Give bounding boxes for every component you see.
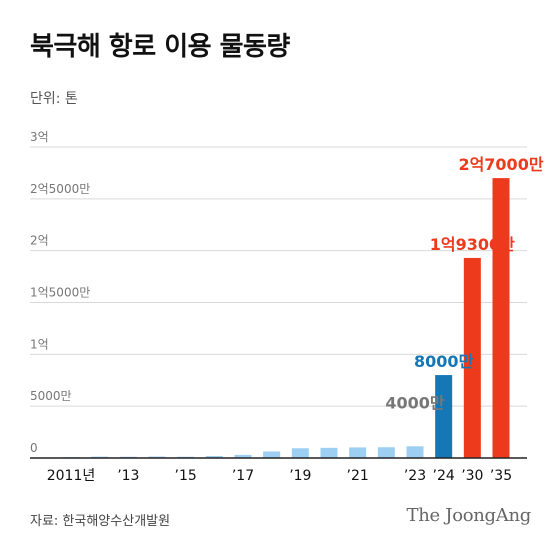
chart-title: 북극해 항로 이용 물동량 <box>30 32 290 62</box>
gridlines: 0 5000만 1억 1억5000만 2억 2억5000만 3억 <box>30 130 527 455</box>
y-tick-label: 5000만 <box>30 389 72 403</box>
bar-2019 <box>291 448 309 458</box>
bar-2022 <box>377 447 395 458</box>
x-tick-label: ’24 <box>433 468 455 484</box>
x-tick-label: ’19 <box>289 468 311 484</box>
x-tick-label: ’35 <box>490 468 512 484</box>
x-tick-label: ’21 <box>347 468 369 484</box>
bar-2030 <box>463 257 481 458</box>
x-tick-label: ’17 <box>232 468 254 484</box>
x-tick-label: ’23 <box>404 468 426 484</box>
y-tick-label: 2억5000만 <box>30 182 90 196</box>
bar-2024 <box>435 375 453 458</box>
data-label-2035: 2억7000만 <box>458 155 543 174</box>
unit-label: 단위: 톤 <box>30 91 78 107</box>
x-tick-label: 2011년 <box>47 468 96 484</box>
brand-logo: The JoongAng <box>406 505 532 526</box>
data-label-2030: 1억9300만 <box>430 235 515 254</box>
x-tick-label: ’13 <box>117 468 139 484</box>
bars <box>62 178 510 458</box>
y-tick-label: 0 <box>30 441 38 455</box>
x-tick-label: ’15 <box>175 468 197 484</box>
x-axis-ticks: 2011년 ’13 ’15 ’17 ’19 ’21 ’23 ’24 ’30 ’35 <box>47 468 512 484</box>
x-tick-label: ’30 <box>461 468 483 484</box>
data-label-2023: 4000만 <box>385 394 445 413</box>
bar-2035 <box>492 178 510 458</box>
bar-2021 <box>349 447 367 458</box>
bar-2018 <box>263 451 281 458</box>
bar-2017 <box>234 454 252 458</box>
bar-2020 <box>320 447 338 458</box>
bar-2016 <box>205 456 223 458</box>
bar-2023 <box>406 446 424 458</box>
y-tick-label: 1억 <box>30 337 49 351</box>
data-labels: 4000만 8000만 1억9300만 2억7000만 <box>385 155 543 412</box>
y-tick-label: 1억5000만 <box>30 286 90 300</box>
source-note: 자료: 한국해양수산개발원 <box>30 514 171 529</box>
y-tick-label: 2억 <box>30 234 49 248</box>
y-tick-label: 3억 <box>30 130 49 144</box>
data-label-2024: 8000만 <box>414 352 474 371</box>
